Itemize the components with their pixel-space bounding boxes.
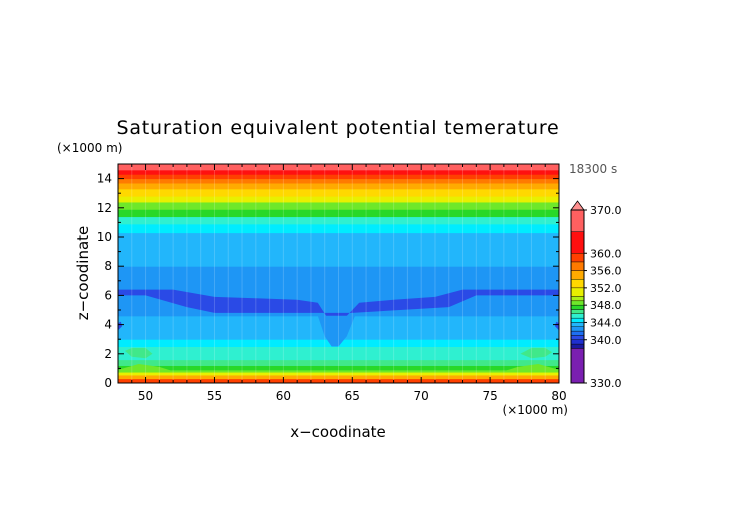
contour-band-2 xyxy=(118,372,559,376)
contour-band-18 xyxy=(118,188,559,197)
colorbar-segment-1 xyxy=(570,343,585,349)
contour-band-19 xyxy=(118,182,559,190)
contour-band-11 xyxy=(118,266,559,286)
colorbar-segment-9 xyxy=(570,309,585,315)
colorbar-segment-7 xyxy=(570,317,585,323)
contour-central-dip xyxy=(317,315,355,347)
x-tick-label: 75 xyxy=(482,389,497,403)
colorbar-tick-label: 356.0 xyxy=(590,265,622,278)
colorbar-tick-label: 370.0 xyxy=(590,204,622,217)
x-axis-label: x−coodinate xyxy=(290,423,386,441)
colorbar-segment-10 xyxy=(570,304,585,310)
colorbar-tick-label: 360.0 xyxy=(590,247,622,260)
y-tick-label: 6 xyxy=(104,288,112,302)
colorbar-segment-0 xyxy=(570,348,585,384)
colorbar-segment-2 xyxy=(570,339,585,345)
colorbar-segment-12 xyxy=(570,296,585,302)
colorbar-segment-8 xyxy=(570,313,585,319)
colorbar: 370.0 360.0 356.0 352.0 348.0 344.0 340.0 330.0 xyxy=(570,200,622,390)
y-tick-label: 14 xyxy=(97,172,112,186)
x-tick-label: 60 xyxy=(276,389,291,403)
contour-band-17 xyxy=(118,196,559,203)
contour-band-5 xyxy=(118,359,559,366)
y-tick-label: 4 xyxy=(104,318,112,332)
colorbar-segment-17 xyxy=(570,253,585,263)
contour-band-4 xyxy=(118,365,559,371)
contour-left-edge-notch xyxy=(118,321,123,331)
x-unit-label: (×1000 m) xyxy=(503,403,568,417)
contour-band-22 xyxy=(118,169,559,175)
colorbar-segment-18 xyxy=(570,231,585,254)
x-tick-label: 50 xyxy=(138,389,153,403)
y-unit-label: (×1000 m) xyxy=(57,141,122,155)
colorbar-extend-triangle xyxy=(570,200,585,211)
contour-right-lower-lobe xyxy=(520,348,553,359)
contour-band-14 xyxy=(118,216,559,225)
contour-surface-right-rise xyxy=(503,364,559,372)
contour-band-23 xyxy=(118,164,559,171)
contour-band-3 xyxy=(118,369,559,373)
x-tick-label: 65 xyxy=(345,389,360,403)
colorbar-tick-label: 348.0 xyxy=(590,299,622,312)
plot-area xyxy=(117,163,560,384)
y-axis-label: z−coodinate xyxy=(74,226,92,321)
colorbar-segment-3 xyxy=(570,335,585,340)
colorbar-segment-4 xyxy=(570,330,585,336)
contour-band-16 xyxy=(118,201,559,210)
x-tick-label: 70 xyxy=(414,389,429,403)
colorbar-segment-13 xyxy=(570,287,585,297)
y-tick-label: 8 xyxy=(104,259,112,273)
contour-right-edge-notch xyxy=(554,321,559,331)
contour-band-20 xyxy=(118,178,559,184)
colorbar-tick-label: 352.0 xyxy=(590,282,622,295)
y-tick-label: 10 xyxy=(97,230,112,244)
contour-left-lower-lobe xyxy=(124,348,153,359)
x-tick-label: 80 xyxy=(551,389,566,403)
colorbar-segment-16 xyxy=(570,261,585,271)
colorbar-frame xyxy=(570,209,585,384)
colorbar-segment-15 xyxy=(570,270,585,280)
time-label: 18300 s xyxy=(569,162,617,176)
contour-band-21 xyxy=(118,174,559,180)
x-tick-label: 55 xyxy=(207,389,222,403)
contour-surface-left-rise xyxy=(118,364,174,372)
contour-band-13 xyxy=(118,223,559,234)
colorbar-tick-label: 344.0 xyxy=(590,316,622,329)
y-tick-label: 2 xyxy=(104,347,112,361)
contour-band-1 xyxy=(118,374,559,380)
colorbar-tick-label: 340.0 xyxy=(590,334,622,347)
contour-low-theta-core xyxy=(118,289,559,328)
y-axis: 0 2 4 6 8 10 12 14 xyxy=(97,163,559,390)
y-tick-label: 12 xyxy=(97,201,112,215)
colorbar-tick-label: 330.0 xyxy=(590,377,622,390)
chart-title: Saturation equivalent potential temeratu… xyxy=(116,117,559,139)
colorbar-segment-5 xyxy=(570,326,585,332)
colorbar-segment-19 xyxy=(570,209,585,232)
colorbar-segment-6 xyxy=(570,322,585,327)
y-tick-label: 0 xyxy=(104,376,112,390)
x-axis: 50 55 60 65 70 75 80 xyxy=(117,164,567,403)
colorbar-segment-14 xyxy=(570,279,585,289)
colorbar-segment-11 xyxy=(570,300,585,306)
contour-band-12 xyxy=(118,232,559,267)
contour-band-15 xyxy=(118,209,559,218)
contour-band-6 xyxy=(118,346,559,361)
